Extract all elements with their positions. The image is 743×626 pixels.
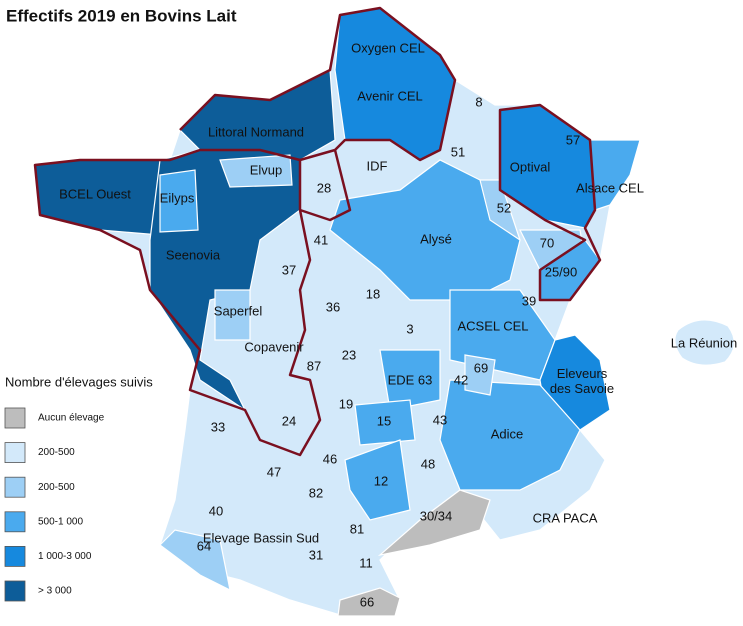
region-label: 11 <box>359 555 373 570</box>
region-label: Elvup <box>250 162 283 177</box>
region-label: 15 <box>377 413 391 428</box>
region-label: 37 <box>282 262 296 277</box>
region-label: 31 <box>309 547 323 562</box>
region <box>219 154 293 188</box>
legend-swatch <box>4 476 26 498</box>
region <box>439 379 581 491</box>
region-labels: Oxygen CEL Avenir CEL 8 57 Littoral Normand 5… <box>59 40 737 609</box>
region-label: EDE 63 <box>388 372 433 387</box>
region-label: Saperfel <box>214 303 263 318</box>
region-label: ACSEL CEL <box>457 318 528 333</box>
region-label: 82 <box>309 485 323 500</box>
region-label: 8 <box>475 94 482 109</box>
legend-title: Nombre d'élevages suivis <box>5 374 153 389</box>
region-label: CRA PACA <box>533 510 598 525</box>
legend-swatch <box>4 511 26 533</box>
region-label: 23 <box>342 347 356 362</box>
region-label: Oxygen CEL <box>351 40 425 55</box>
region-label: 57 <box>566 132 580 147</box>
legend-label: Aucun élevage <box>38 413 105 424</box>
legend-swatch <box>4 407 26 429</box>
region <box>159 169 199 233</box>
region <box>379 349 441 411</box>
region-label: 12 <box>374 473 388 488</box>
legend-label: 1 000-3 000 <box>38 551 92 562</box>
region-label: 47 <box>267 464 281 479</box>
region <box>377 489 491 557</box>
legend-label: > 3 000 <box>38 586 72 597</box>
region-label: 30/34 <box>420 508 453 523</box>
region-label: 70 <box>540 235 554 250</box>
region-label: 46 <box>323 451 337 466</box>
region-label: 19 <box>339 396 353 411</box>
region-label: 28 <box>317 180 331 195</box>
legend: Nombre d'élevages suivis Aucun élevage 20… <box>4 374 153 602</box>
region <box>344 439 411 521</box>
legend-swatch <box>4 546 26 567</box>
region-label: Copavenir <box>244 339 304 354</box>
region <box>464 354 496 396</box>
region-label: 42 <box>454 372 468 387</box>
legend-label: 500-1 000 <box>38 516 83 527</box>
region-label: 39 <box>522 293 536 308</box>
region-label: 40 <box>209 503 223 518</box>
region-label: Adice <box>491 426 524 441</box>
region-label: Eilyps <box>160 190 195 205</box>
region <box>334 7 456 161</box>
region-label: Seenovia <box>166 247 221 262</box>
region-label: 3 <box>406 321 413 336</box>
region-label: 66 <box>360 594 374 609</box>
region-label: 24 <box>282 413 296 428</box>
region-label: Avenir CEL <box>357 88 423 103</box>
region <box>337 587 401 617</box>
region <box>179 69 336 161</box>
border <box>299 149 352 222</box>
legend-label: 200-500 <box>38 447 75 458</box>
region <box>589 139 641 211</box>
region-label: 69 <box>474 360 488 375</box>
map-regions <box>34 7 735 617</box>
region-label: 64 <box>197 538 211 553</box>
region-label: Alsace CEL <box>576 180 644 195</box>
region-label: 36 <box>326 299 340 314</box>
border <box>498 103 602 302</box>
region-label: 48 <box>421 456 435 471</box>
map-title: Effectifs 2019 en Bovins Lait <box>6 6 237 25</box>
region <box>159 529 231 592</box>
region-label: 41 <box>314 232 328 247</box>
region-label: Eleveurs des Savoie <box>550 366 614 396</box>
region-label: 25/90 <box>545 264 578 279</box>
region-label: 87 <box>307 358 321 373</box>
region-label: BCEL Ouest <box>59 186 131 201</box>
region-label: Littoral Normand <box>208 124 304 139</box>
region <box>214 289 251 341</box>
region-label: 43 <box>433 412 447 427</box>
region-label: IDF <box>367 158 388 173</box>
region <box>329 159 521 301</box>
legend-swatch <box>4 580 26 602</box>
region-label: Optival <box>510 159 551 174</box>
region-label: 81 <box>350 521 364 536</box>
cooperative-borders <box>33 6 602 457</box>
region-label: Elevage Bassin Sud <box>203 530 319 545</box>
legend-swatch <box>4 442 26 464</box>
region-label: Alysé <box>420 231 452 246</box>
region <box>354 399 416 446</box>
region-label: 18 <box>366 286 380 301</box>
region-label: 52 <box>497 200 511 215</box>
border <box>33 6 457 457</box>
region-label: 51 <box>451 144 465 159</box>
legend-label: 200-500 <box>38 482 75 493</box>
region-label: 33 <box>211 419 225 434</box>
region-label: La Réunion <box>671 335 738 350</box>
region <box>674 319 735 366</box>
